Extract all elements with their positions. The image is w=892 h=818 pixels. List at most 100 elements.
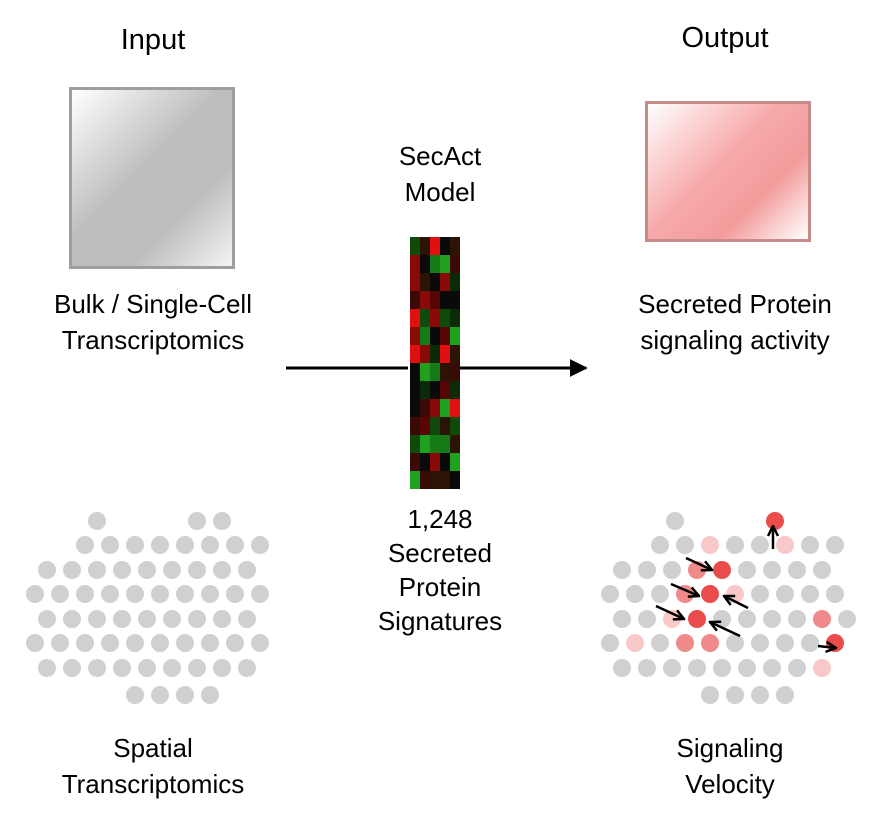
spatial-spot [88,512,106,530]
spatial-spot [51,585,69,603]
spatial-spot [176,585,194,603]
heatmap-cell [440,327,450,345]
spatial-spot [38,561,56,579]
velocity-spot [788,610,806,628]
heatmap-cell [450,435,460,453]
spatial-spot [213,659,231,677]
velocity-spot [638,659,656,677]
spatial-spot [163,610,181,628]
activity-label-line1: Secreted Protein [638,289,832,319]
velocity-spot [801,634,819,652]
velocity-spot [826,634,844,652]
spatial-spot [251,585,269,603]
spatial-spot [113,659,131,677]
spatial-spot [126,536,144,554]
heatmap-cell [440,255,450,273]
heatmap-cell [420,399,430,417]
heatmap-cell [430,345,440,363]
heatmap-cell [450,273,460,291]
heatmap-cell [410,309,420,327]
output-matrix-box [645,101,811,242]
spatial-spot [238,561,256,579]
velocity-spot [751,585,769,603]
velocity-spot [701,585,719,603]
heatmap-cell [420,471,430,489]
velocity-spot [788,659,806,677]
bulk-label: Bulk / Single-Cell Transcriptomics [20,286,286,358]
spatial-spot [113,561,131,579]
spatial-spot [226,585,244,603]
heatmap-cell [430,327,440,345]
velocity-spot [726,686,744,704]
heatmap-cell [450,237,460,255]
input-matrix-box [69,87,235,269]
heatmap-cell [430,273,440,291]
velocity-spot [701,634,719,652]
heatmap-cell [440,273,450,291]
velocity-arrow [724,596,749,610]
heatmap-cell [440,345,450,363]
spatial-label-line1: Spatial [113,733,193,763]
heatmap-cell [430,471,440,489]
heatmap-cell [450,309,460,327]
heatmap-cell [450,291,460,309]
heatmap-cell [430,399,440,417]
velocity-spot [826,536,844,554]
spatial-spot [213,561,231,579]
velocity-spot [663,561,681,579]
velocity-spot [601,585,619,603]
spatial-spot [176,686,194,704]
heatmap-cell [420,363,430,381]
velocity-spot [751,686,769,704]
velocity-spot [813,659,831,677]
velocity-spot [688,659,706,677]
velocity-spot [813,561,831,579]
velocity-label: Signaling Velocity [630,730,830,802]
heatmap-cell [430,237,440,255]
spatial-spot [176,536,194,554]
heatmap-cell [450,453,460,471]
heatmap-cell [440,417,450,435]
spatial-spot [188,610,206,628]
heatmap-cell [420,417,430,435]
velocity-spot [626,634,644,652]
heatmap-cell [410,327,420,345]
velocity-arrow [710,622,741,638]
heatmap-cell [450,381,460,399]
heatmap-cell [410,291,420,309]
spatial-spot [188,512,206,530]
spatial-spot [201,585,219,603]
velocity-spot [651,634,669,652]
model-title-line1: SecAct [398,141,482,171]
velocity-spot [701,686,719,704]
signatures-label: 1,248 Secreted Protein Signatures [340,502,540,638]
velocity-spot [751,634,769,652]
velocity-spot [663,659,681,677]
spatial-spot [126,585,144,603]
heatmap-cell [420,345,430,363]
heatmap-cell [430,417,440,435]
heatmap-cell [410,471,420,489]
velocity-spot [776,686,794,704]
velocity-arrow [670,582,699,596]
heatmap-cell [430,453,440,471]
velocity-label-line2: Velocity [685,769,775,799]
heatmap-cell [420,273,430,291]
heatmap-cell [430,381,440,399]
velocity-spot [676,536,694,554]
spatial-spot [188,561,206,579]
heatmap-cell [410,363,420,381]
spatial-spot [213,610,231,628]
velocity-spot [688,610,706,628]
signatures-line1: Secreted [387,538,493,568]
velocity-spot [613,659,631,677]
activity-label: Secreted Protein signaling activity [600,286,870,358]
spatial-spot [151,634,169,652]
velocity-spot [613,561,631,579]
signatures-line3: Signatures [377,606,503,636]
heatmap-cell [450,327,460,345]
output-header: Output [681,22,769,54]
spatial-spot [101,536,119,554]
velocity-spot [801,585,819,603]
